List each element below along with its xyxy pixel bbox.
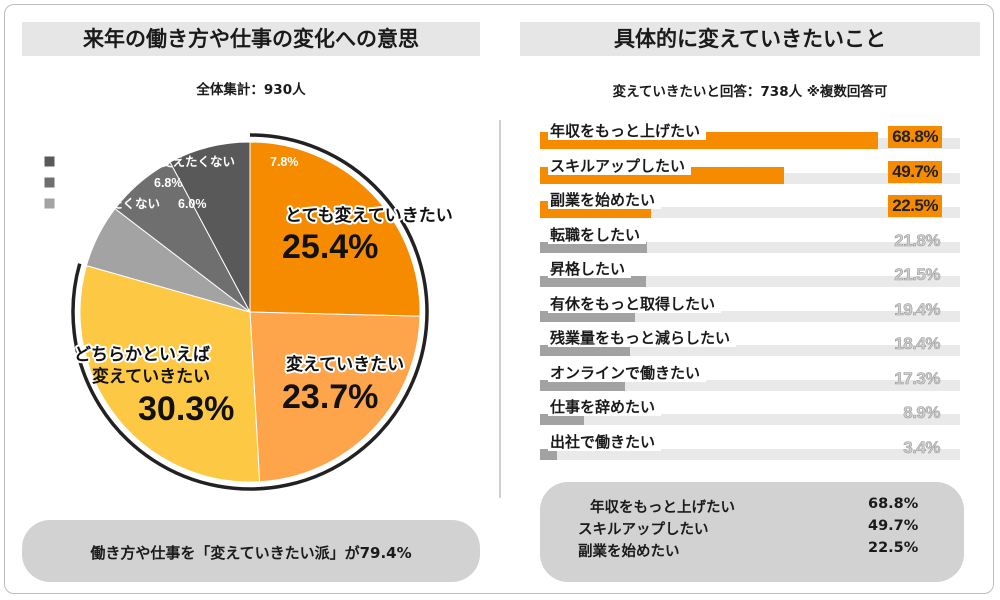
bar-row: 出社で働きたい 3.4% [540, 432, 960, 460]
bar-track [540, 345, 960, 356]
bar-label-3: 転職をしたい [548, 225, 647, 244]
legend-value-1: 6.8% [154, 176, 183, 190]
pie-value-want-change: 23.7% [282, 378, 378, 416]
pie-chart: とても変えていきたい25.4%変えていきたい23.7%どちらかといえば変えていき… [43, 133, 455, 491]
bar-label-2: 副業を始めたい [548, 191, 662, 209]
pie-label-somewhat-change-line2: 変えていきたい [92, 366, 210, 387]
bar-value-9: 3.4% [903, 437, 941, 457]
legend-label-1: 変えたくない [60, 175, 135, 190]
bar-row: 有休をもっと取得したい 19.4% [540, 294, 960, 322]
summary-value-3: 22.5% [868, 540, 919, 556]
conclusion-pill [22, 520, 480, 582]
bar-row: 副業を始めたい 22.5% [540, 191, 960, 218]
conclusion-text: 働き方や仕事を「変えていきたい派」が79.4% [90, 544, 412, 562]
bar-chart-title: 具体的に変えていきたいこと [520, 22, 980, 56]
pie-label-very-much: とても変えていきたい [285, 205, 453, 226]
legend-swatch-1 [43, 176, 56, 189]
legend-value-2: 6.0% [178, 197, 207, 211]
panel-divider [499, 120, 501, 498]
pie-value-somewhat-change: 30.3% [138, 390, 234, 428]
summary-value-1: 68.8% [868, 496, 919, 512]
bar-track [540, 310, 960, 322]
bar-fill-9 [540, 448, 557, 460]
legend-label-2: 全く変えたくない [59, 196, 160, 211]
bar-value-7: 17.3% [894, 368, 941, 388]
bar-value-8: 8.9% [903, 403, 941, 423]
bar-row: 仕事を辞めたい 8.9% [540, 398, 960, 425]
legend-swatch-0 [43, 155, 56, 168]
pie-value-very-much: 25.4% [282, 228, 378, 266]
pie-accent-arc [71, 133, 429, 491]
bar-track [540, 414, 960, 425]
bar-row: オンラインで働きたい 17.3% [540, 363, 960, 391]
bar-row: スキルアップしたい 49.7% [540, 156, 960, 184]
bar-row: 残業量をもっと減らしたい 18.4% [540, 329, 960, 356]
legend-swatch-2 [43, 197, 56, 210]
bar-label-4: 昇格したい [548, 260, 632, 278]
legend-value-0: 7.8% [270, 155, 299, 169]
legend-label-0: どちらかといえば変えたくない [60, 154, 235, 169]
bar-fill-6 [540, 345, 631, 356]
bar-fill-4 [540, 276, 646, 287]
bar-fill-5 [540, 310, 636, 322]
pie-slice-0 [249, 141, 421, 317]
bar-label-6: 残業量をもっと減らしたい [548, 329, 737, 347]
bar-fill-3 [540, 241, 648, 253]
pie-slice-5 [169, 141, 251, 313]
bar-label-5: 有休をもっと取得したい [548, 294, 722, 313]
bar-row: 年収をもっと上げたい 68.8% [540, 122, 960, 149]
bar-fill-8 [540, 414, 584, 425]
bar-value-6: 18.4% [894, 334, 941, 354]
pie-label-somewhat-change-line1: どちらかといえば [74, 345, 210, 365]
bar-label-8: 仕事を辞めたい [548, 398, 662, 416]
bar-label-1: スキルアップしたい [548, 156, 692, 175]
bar-value-3: 21.8% [894, 230, 941, 250]
bar-label-0: 年収をもっと上げたい [548, 122, 707, 140]
bar-value-2: 22.5% [888, 195, 942, 217]
summary-value-2: 49.7% [868, 518, 919, 534]
bar-label-9: 出社で働きたい [548, 432, 662, 451]
bar-value-1: 49.7% [888, 160, 942, 183]
bar-row: 転職をしたい 21.8% [540, 225, 960, 253]
bar-track [540, 207, 960, 218]
summary-label-3: 副業を始めたい [578, 544, 680, 560]
card-frame [4, 4, 994, 594]
bar-value-5: 19.4% [894, 299, 941, 319]
bar-row: 昇格したい 21.5% [540, 260, 960, 287]
summary-label-2: スキルアップしたい [578, 522, 709, 538]
bar-subtitle: 変えていきたいと回答：738人 ※複数回答可 [612, 84, 888, 100]
bar-track [540, 241, 960, 253]
top3-summary-box [540, 482, 964, 582]
bar-label-7: オンラインで働きたい [548, 363, 707, 382]
bar-value-4: 21.5% [894, 265, 941, 285]
pie-slice-2 [79, 264, 261, 483]
bar-value-0: 68.8% [888, 126, 942, 148]
bar-fill-7 [540, 379, 625, 391]
pie-slice-1 [249, 311, 421, 483]
bar-track [540, 276, 960, 287]
pie-chart-title: 来年の働き方や仕事の変化への意思 [22, 22, 480, 56]
summary-label-1: 年収をもっと上げたい [590, 500, 735, 516]
pie-label-want-change: 変えていきたい [286, 354, 404, 375]
bar-track [540, 379, 960, 391]
bar-track [540, 448, 960, 460]
pie-total-respondents: 全体集計：930人 [196, 82, 306, 98]
